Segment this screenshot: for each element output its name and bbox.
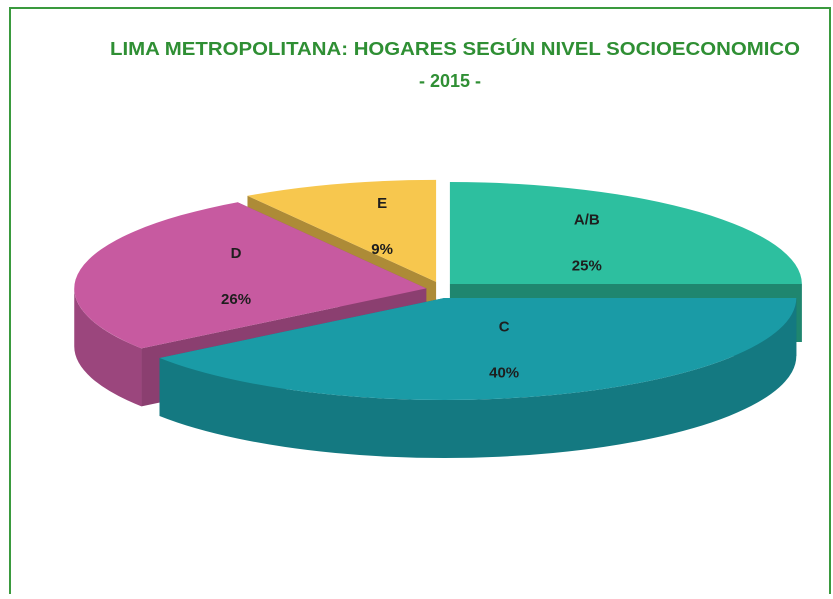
- slice-value-label: 25%: [572, 257, 602, 274]
- slice-value-label: 26%: [221, 291, 251, 308]
- slice-side: [74, 288, 142, 407]
- slice-label: D: [231, 245, 242, 262]
- slice: [449, 182, 802, 285]
- slice: [74, 202, 427, 349]
- slice-label: A/B: [574, 211, 600, 228]
- pie: [74, 179, 802, 458]
- chart-title: LIMA METROPOLITANA: HOGARES SEGÚN NIVEL …: [110, 38, 800, 59]
- slice: [247, 179, 437, 282]
- slice-label: E: [377, 195, 387, 212]
- slice-value-label: 40%: [489, 364, 519, 381]
- slice-side: [159, 297, 797, 458]
- slice: [159, 297, 797, 400]
- slice-value-label: 9%: [371, 241, 393, 258]
- slice-label: C: [499, 318, 510, 335]
- chart-subtitle: - 2015 -: [419, 71, 481, 91]
